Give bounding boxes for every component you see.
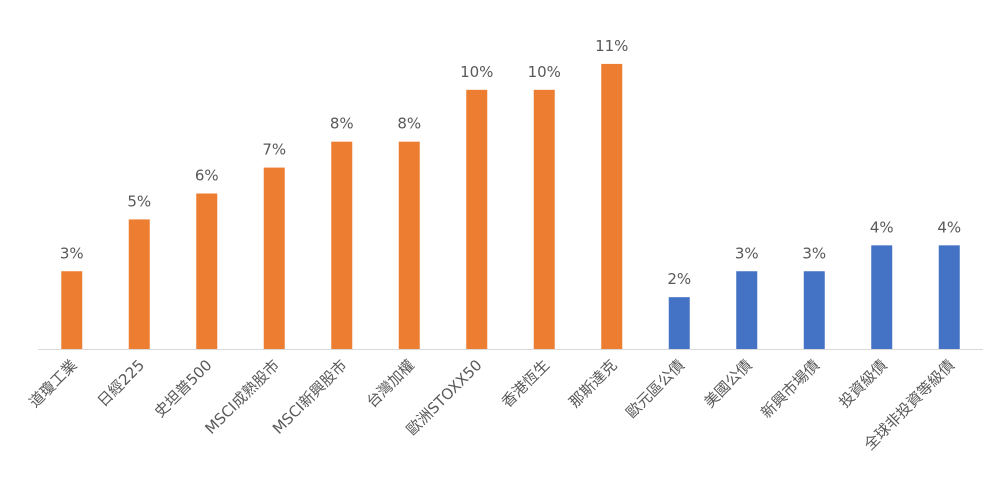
- data-label: 2%: [667, 270, 691, 288]
- bar: [196, 193, 218, 349]
- bar: [466, 89, 488, 349]
- data-label: 4%: [937, 218, 961, 236]
- bar: [668, 297, 690, 349]
- data-label: 11%: [595, 37, 628, 55]
- bar: [128, 219, 150, 349]
- bar: [938, 245, 960, 349]
- data-label: 7%: [262, 141, 286, 159]
- bar: [61, 271, 83, 349]
- x-tick-label: 日經225: [94, 356, 148, 410]
- data-label: 8%: [397, 115, 421, 133]
- bar: [871, 245, 893, 349]
- bar: [601, 63, 623, 350]
- data-label: 5%: [127, 192, 151, 210]
- bar: [803, 271, 825, 349]
- data-label: 8%: [330, 115, 354, 133]
- x-tick-label: 香港恆生: [498, 356, 553, 411]
- x-tick-label: 美國公債: [700, 356, 755, 411]
- data-label: 3%: [802, 244, 826, 262]
- data-label: 4%: [870, 218, 894, 236]
- x-tick-label: 台灣加權: [363, 356, 418, 411]
- x-tick-label: 道瓊工業: [25, 356, 80, 411]
- bar: [263, 167, 285, 349]
- x-tick-label: 歐元區公債: [622, 356, 688, 422]
- bar: [398, 141, 420, 349]
- data-label: 3%: [60, 244, 84, 262]
- bar: [533, 89, 555, 349]
- x-tick-label: 史坦普500: [151, 356, 216, 421]
- data-label: 3%: [735, 244, 759, 262]
- data-label: 6%: [195, 167, 219, 185]
- x-tick-label: 投資級債: [835, 356, 890, 411]
- bar: [331, 141, 353, 349]
- bar: [736, 271, 758, 349]
- x-tick-label: 新興市場債: [757, 356, 823, 422]
- x-tick-label: 那斯達克: [565, 356, 620, 411]
- data-label: 10%: [460, 63, 493, 81]
- data-label: 10%: [528, 63, 561, 81]
